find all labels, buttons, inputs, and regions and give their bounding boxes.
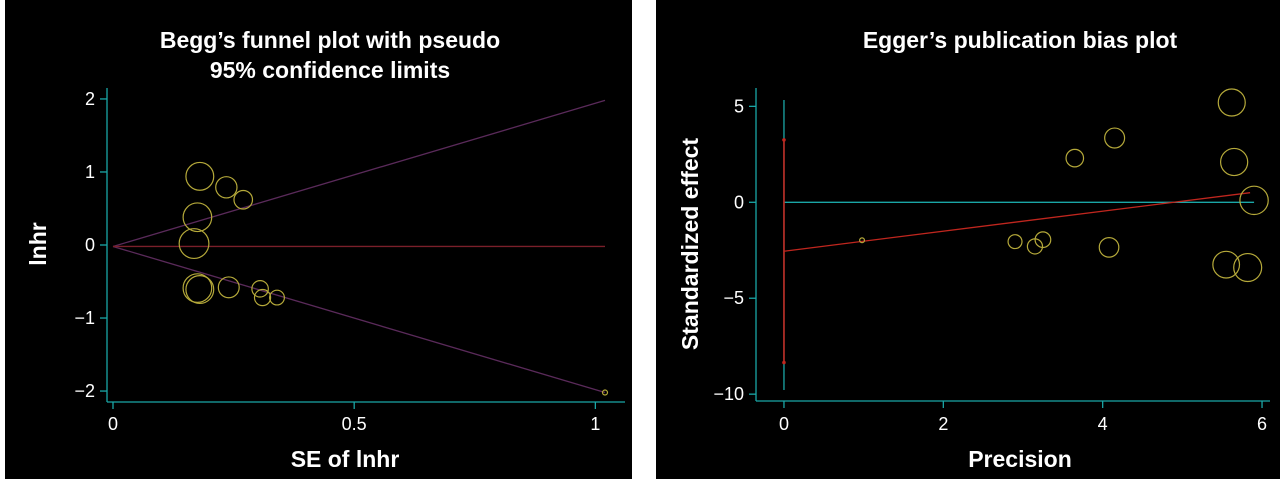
begg-study-point — [253, 288, 272, 307]
begg-study-point — [185, 161, 215, 191]
begg-study-point — [217, 276, 240, 299]
begg-study-point — [601, 389, 609, 396]
egger-x-tick-label: 0 — [779, 414, 789, 434]
egger-x-tick-label: 6 — [1257, 414, 1267, 434]
begg-study-point — [269, 289, 285, 306]
egger-study-point — [1212, 250, 1241, 279]
egger-title: Egger’s publication bias plot — [863, 27, 1178, 53]
begg-lower-limit-line — [112, 245, 606, 394]
begg-study-point — [215, 176, 238, 199]
begg-study-point — [178, 228, 210, 260]
egger-study-point — [1034, 231, 1052, 249]
begg-y-tick-label: −2 — [74, 381, 95, 401]
egger-x-axis-label: Precision — [968, 446, 1072, 472]
begg-study-point — [182, 273, 213, 303]
begg-y-tick-label: 1 — [85, 162, 95, 182]
egger-study-point — [1104, 127, 1126, 149]
begg-study-point — [233, 189, 254, 210]
egger-y-tick-label: −5 — [723, 288, 744, 308]
begg-upper-limit-line — [112, 99, 606, 248]
begg-y-axis-label: lnhr — [25, 222, 51, 265]
begg-y-tick-label: −1 — [74, 308, 95, 328]
egger-ci-cap-lower — [782, 360, 786, 365]
egger-study-point — [1098, 236, 1120, 258]
egger-study-point — [1007, 234, 1023, 250]
begg-x-tick-label: 0.5 — [342, 414, 367, 434]
egger-bias-panel: Egger’s publication bias plot Precision … — [656, 0, 1280, 479]
begg-x-axis-label: SE of lnhr — [291, 446, 400, 472]
egger-regression-line — [783, 192, 1251, 252]
egger-study-point — [1233, 252, 1263, 283]
begg-funnel-chart: Begg’s funnel plot with pseudo 95% confi… — [25, 27, 625, 472]
egger-y-axis-label: Standardized effect — [677, 138, 703, 350]
egger-ci-cap-upper — [782, 138, 786, 142]
begg-x-tick-label: 0 — [108, 414, 118, 434]
egger-y-tick-label: −10 — [713, 384, 744, 404]
begg-y-tick-label: 0 — [85, 235, 95, 255]
begg-x-tick-label: 1 — [590, 414, 600, 434]
egger-study-point — [1217, 88, 1246, 117]
begg-title-line-1: Begg’s funnel plot with pseudo — [160, 27, 500, 53]
egger-bias-chart: Egger’s publication bias plot Precision … — [677, 27, 1270, 472]
egger-x-tick-label: 2 — [938, 414, 948, 434]
begg-study-point — [185, 275, 215, 305]
begg-funnel-panel: Begg’s funnel plot with pseudo 95% confi… — [5, 0, 632, 479]
egger-study-point — [1219, 147, 1249, 177]
egger-y-tick-label: 0 — [734, 192, 744, 212]
begg-study-point — [182, 202, 213, 233]
begg-y-tick-label: 2 — [85, 89, 95, 109]
begg-study-point — [251, 279, 269, 298]
egger-study-point — [859, 237, 866, 244]
egger-study-point — [1065, 148, 1085, 168]
begg-title-line-2: 95% confidence limits — [210, 57, 450, 83]
egger-x-tick-label: 4 — [1098, 414, 1108, 434]
egger-y-tick-label: 5 — [734, 96, 744, 116]
egger-study-point — [1239, 185, 1269, 216]
